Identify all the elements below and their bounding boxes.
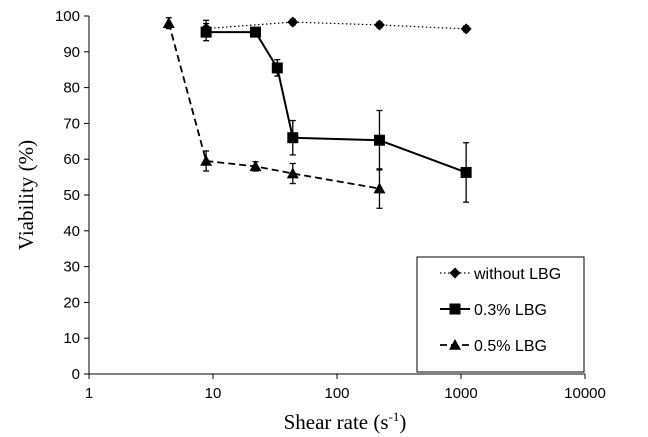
y-tick-label: 90 — [63, 44, 80, 61]
legend: without LBG 0.3% LBG 0.5% LBG — [416, 256, 585, 373]
data-point — [373, 134, 385, 146]
legend-swatch-marker — [449, 267, 461, 279]
y-tick-label: 70 — [63, 115, 80, 132]
y-axis-title: Viability (%) — [14, 140, 38, 250]
y-tick-label: 100 — [55, 8, 80, 25]
data-point — [286, 167, 299, 179]
y-tick-label: 40 — [63, 223, 80, 240]
legend-label: 0.3% LBG — [474, 302, 547, 319]
x-axis: 1 10 100 1000 10000 — [85, 374, 606, 402]
series-diamond — [200, 16, 472, 38]
series-line — [206, 31, 467, 174]
data-point — [249, 26, 261, 38]
y-tick-label: 60 — [63, 151, 80, 168]
x-tick-label: 1000 — [444, 385, 477, 402]
x-axis-title-superscript: -1 — [389, 409, 400, 424]
legend-label: without LBG — [473, 266, 561, 283]
y-tick-label: 0 — [72, 366, 80, 383]
data-point — [460, 166, 472, 178]
x-axis-title: Shear rate (s-1) — [284, 409, 407, 434]
legend-label: 0.5% LBG — [474, 338, 547, 355]
y-tick-label: 20 — [63, 294, 80, 311]
y-tick-label: 30 — [63, 259, 80, 276]
series-line — [167, 22, 380, 190]
data-point — [271, 62, 283, 74]
x-tick-label: 10 — [205, 385, 222, 402]
data-point — [373, 182, 386, 194]
series-triangle — [162, 17, 386, 209]
x-tick-label: 10000 — [564, 385, 606, 402]
data-point — [460, 23, 472, 35]
data-point — [249, 160, 262, 172]
series-layer — [162, 16, 472, 209]
data-point — [200, 154, 213, 166]
x-axis-title-end: ) — [399, 410, 406, 434]
legend-box — [416, 256, 585, 373]
y-tick-label: 80 — [63, 80, 80, 97]
data-point — [287, 16, 299, 28]
y-tick-label: 10 — [63, 330, 80, 347]
legend-swatch-marker — [449, 339, 461, 350]
data-point — [162, 17, 175, 28]
y-axis: 0 10 20 30 40 50 60 70 80 90 100 — [55, 8, 89, 383]
data-point — [287, 132, 299, 144]
x-tick-label: 1 — [85, 385, 93, 402]
x-axis-title-main: Shear rate (s — [284, 410, 389, 434]
x-tick-label: 100 — [324, 385, 349, 402]
data-point — [373, 19, 385, 31]
series-line — [206, 21, 467, 30]
y-tick-label: 50 — [63, 187, 80, 204]
legend-swatch-marker — [449, 303, 461, 315]
series-square — [200, 22, 472, 203]
data-point — [200, 26, 212, 38]
